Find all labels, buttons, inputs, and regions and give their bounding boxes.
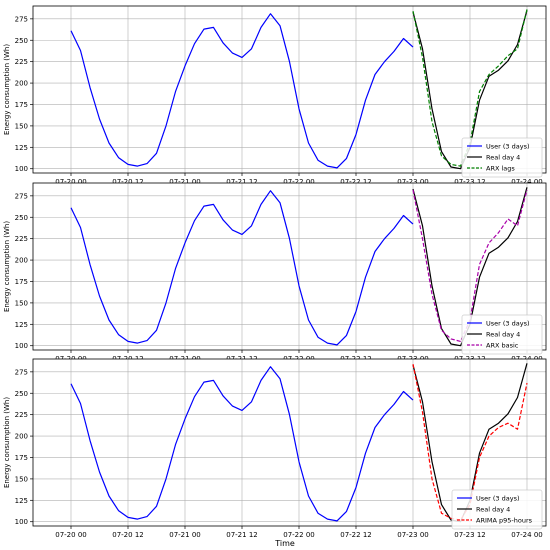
x-axis-label: Time — [274, 539, 295, 548]
y-tick-label: 275 — [15, 368, 28, 376]
x-tick-label: 07-20 12 — [112, 178, 143, 186]
x-tick-label: 07-20 12 — [112, 531, 143, 539]
y-tick-label: 250 — [15, 37, 28, 45]
x-tick-label: 07-23 00 — [397, 178, 428, 186]
y-tick-label: 175 — [15, 101, 28, 109]
panel-bottom: 07-20 00 07-20 12 07-21 00 07-21 12 07-22 00… — [3, 358, 547, 539]
y-tick-label: 100 — [15, 342, 28, 350]
legend-label-user-3-days: User (3 days) — [486, 143, 530, 151]
legend: User (3 days) Real day 4 ARX lags — [461, 137, 543, 178]
x-tick-label: 07-24 00 — [511, 531, 542, 539]
axes-frame — [32, 5, 547, 174]
y-tick-label: 175 — [15, 454, 28, 462]
x-tick-label: 07-21 00 — [169, 531, 200, 539]
y-tick-label: 250 — [15, 214, 28, 222]
legend-label-arx-lags: ARX lags — [486, 165, 515, 173]
y-tick-label: 125 — [15, 321, 28, 329]
series-line-user-3-days — [70, 366, 414, 522]
x-tick-label: 07-22 12 — [340, 531, 371, 539]
plot-area — [33, 183, 546, 350]
legend-label-real-day-4: Real day 4 — [486, 331, 520, 339]
axes-frame — [32, 358, 547, 527]
x-tick-label: 07-20 00 — [55, 531, 86, 539]
y-tick-label: 275 — [15, 15, 28, 23]
x-tick-label: 07-24 00 — [511, 178, 542, 186]
y-tick-label: 250 — [15, 390, 28, 398]
y-axis-label: Energy consumption (Wh) — [3, 397, 11, 488]
x-tick-label: 07-21 12 — [226, 531, 257, 539]
y-tick-label: 225 — [15, 235, 28, 243]
y-tick-label: 100 — [15, 165, 28, 173]
y-tick-label: 150 — [15, 122, 28, 130]
series-line-user-3-days — [70, 13, 414, 169]
x-tick-label: 07-22 00 — [283, 531, 314, 539]
y-tick-label: 225 — [15, 58, 28, 66]
legend: User (3 days) Real day 4 ARIMA p95-hours — [451, 489, 543, 530]
legend-box — [451, 489, 543, 530]
legend-label-arima-p95-hours: ARIMA p95-hours — [476, 517, 533, 525]
legend: User (3 days) Real day 4 ARX basic — [461, 314, 543, 355]
legend-box — [461, 137, 543, 178]
x-tick-label: 07-20 00 — [55, 178, 86, 186]
y-tick-label: 175 — [15, 278, 28, 286]
y-tick-label: 150 — [15, 475, 28, 483]
y-axis-label: Energy consumption (Wh) — [3, 44, 11, 135]
legend-label-real-day-4: Real day 4 — [486, 154, 520, 162]
x-tick-label: 07-22 12 — [340, 178, 371, 186]
y-tick-label: 150 — [15, 299, 28, 307]
x-tick-label: 07-23 12 — [454, 178, 485, 186]
legend-box — [461, 314, 543, 355]
x-tick-label: 07-21 00 — [169, 178, 200, 186]
plot-area — [33, 6, 546, 173]
panel-top: 07-20 00 07-20 12 07-21 00 07-21 12 07-22 00… — [3, 5, 547, 186]
legend-label-user-3-days: User (3 days) — [486, 320, 530, 328]
axes-frame — [32, 182, 547, 351]
x-tick-label: 07-23 00 — [397, 531, 428, 539]
legend-label-real-day-4: Real day 4 — [476, 506, 510, 514]
x-tick-label: 07-21 12 — [226, 178, 257, 186]
y-tick-label: 225 — [15, 411, 28, 419]
legend-label-user-3-days: User (3 days) — [476, 495, 520, 503]
y-tick-label: 200 — [15, 257, 28, 265]
legend-label-arx-basic: ARX basic — [486, 342, 519, 350]
y-tick-label: 275 — [15, 192, 28, 200]
series-line-arima-p95-hours — [412, 363, 528, 521]
y-axis-label: Energy consumption (Wh) — [3, 221, 11, 312]
x-tick-label: 07-22 00 — [283, 178, 314, 186]
x-tick-label: 07-23 12 — [454, 531, 485, 539]
y-tick-label: 200 — [15, 80, 28, 88]
y-tick-label: 200 — [15, 433, 28, 441]
series-line-user-3-days — [70, 190, 414, 346]
y-tick-label: 100 — [15, 518, 28, 526]
y-tick-label: 125 — [15, 144, 28, 152]
y-tick-label: 125 — [15, 497, 28, 505]
